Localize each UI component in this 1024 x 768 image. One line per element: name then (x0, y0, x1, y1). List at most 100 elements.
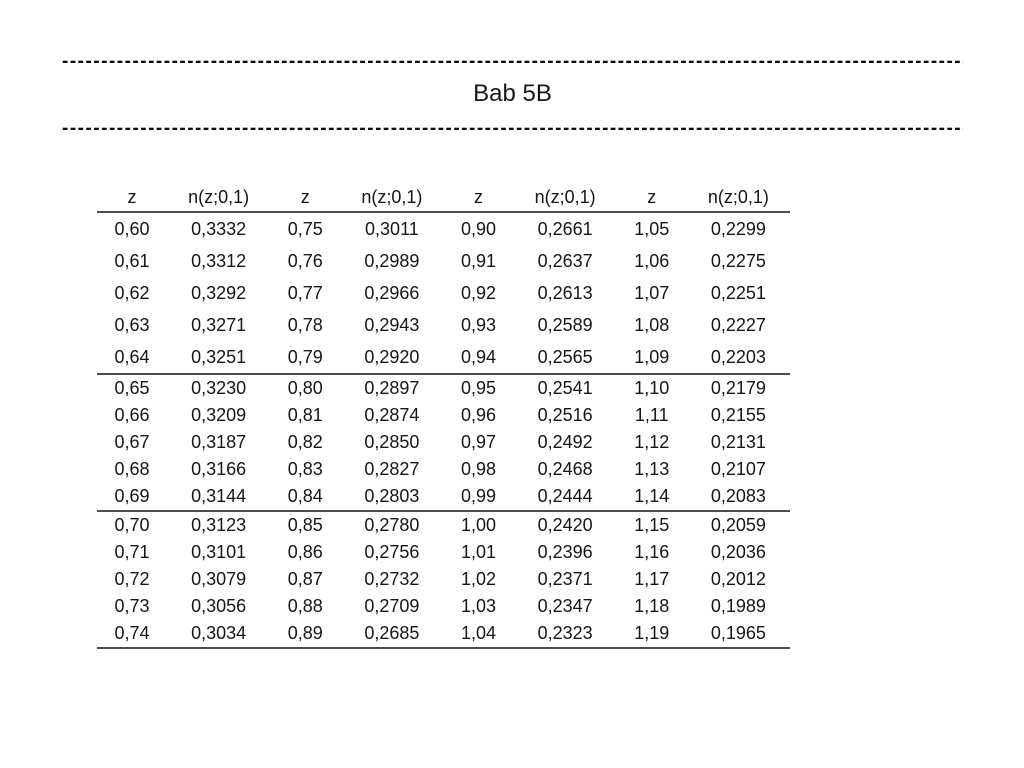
table-header: z n(z;0,1) z n(z;0,1) z n(z;0,1) z n(z;0,1) (97, 183, 790, 212)
density-cell: 0,3101 (191, 542, 247, 562)
z-cell: 0,85 (287, 515, 323, 535)
z-cell: 0,64 (114, 346, 150, 367)
density-cell: 0,2323 (537, 623, 593, 643)
table-row: 0,63 0,3271 0,78 0,2943 0,93 0,2589 1,08 0,2227 (97, 309, 790, 341)
density-cell: 0,2036 (710, 542, 766, 562)
z-cell: 1,19 (634, 623, 670, 643)
z-cell: 0,95 (460, 378, 497, 398)
z-cell: 1,14 (634, 486, 670, 506)
density-cell: 0,3332 (191, 218, 247, 239)
z-cell: 0,66 (114, 405, 150, 425)
table-row: 0,72 0,3079 0,87 0,2732 1,02 0,2371 1,17 0,2012 (97, 566, 790, 593)
z-column-header: z (127, 186, 137, 207)
density-cell: 0,3166 (191, 459, 247, 479)
normal-density-table: z n(z;0,1) z n(z;0,1) z n(z;0,1) z n(z;0,1) 0,6… (97, 183, 790, 649)
table-group-3: 0,70 0,3123 0,85 0,2780 1,00 0,2420 1,15 0,2059… (97, 511, 790, 648)
table-row: 0,71 0,3101 0,86 0,2756 1,01 0,2396 1,16 0,2036 (97, 539, 790, 566)
density-cell: 0,3312 (191, 250, 247, 271)
density-cell: 0,3187 (191, 432, 247, 452)
z-cell: 0,90 (460, 218, 497, 239)
density-cell: 0,2444 (537, 486, 593, 506)
dashed-divider-bottom: ----------------------------------------… (62, 119, 963, 139)
density-cell: 0,1989 (710, 596, 766, 616)
density-cell: 0,2227 (710, 314, 766, 335)
z-cell: 0,94 (460, 346, 497, 367)
dashed-divider-top: ----------------------------------------… (62, 52, 963, 72)
density-cell: 0,3079 (191, 569, 247, 589)
z-cell: 1,09 (634, 346, 670, 367)
density-cell: 0,2709 (364, 596, 420, 616)
density-cell: 0,2083 (710, 486, 766, 506)
z-cell: 1,17 (634, 569, 670, 589)
density-cell: 0,2565 (537, 346, 593, 367)
z-cell: 1,03 (460, 596, 497, 616)
z-cell: 0,98 (460, 459, 497, 479)
z-cell: 0,61 (114, 250, 150, 271)
density-cell: 0,2347 (537, 596, 593, 616)
table-row: 0,69 0,3144 0,84 0,2803 0,99 0,2444 1,14 0,2083 (97, 483, 790, 511)
z-cell: 0,92 (460, 282, 497, 303)
density-cell: 0,2803 (364, 486, 420, 506)
z-cell: 0,67 (114, 432, 150, 452)
z-cell: 1,06 (634, 250, 670, 271)
z-cell: 0,70 (114, 515, 150, 535)
density-cell: 0,2420 (537, 515, 593, 535)
z-cell: 0,77 (287, 282, 323, 303)
z-cell: 0,69 (114, 486, 150, 506)
density-cell: 0,3271 (191, 314, 247, 335)
z-cell: 1,04 (460, 623, 497, 643)
density-cell: 0,2516 (537, 405, 593, 425)
z-cell: 0,81 (287, 405, 323, 425)
density-cell: 0,3034 (191, 623, 247, 643)
z-cell: 1,16 (634, 542, 670, 562)
z-cell: 0,72 (114, 569, 150, 589)
z-cell: 0,99 (460, 486, 497, 506)
z-cell: 1,13 (634, 459, 670, 479)
z-cell: 0,93 (460, 314, 497, 335)
table-row: 0,62 0,3292 0,77 0,2966 0,92 0,2613 1,07 0,2251 (97, 277, 790, 309)
density-cell: 0,3056 (191, 596, 247, 616)
z-cell: 1,18 (634, 596, 670, 616)
z-cell: 0,63 (114, 314, 150, 335)
density-cell: 0,3251 (191, 346, 247, 367)
density-cell: 0,2107 (710, 459, 766, 479)
density-cell: 0,2299 (710, 218, 766, 239)
z-cell: 1,12 (634, 432, 670, 452)
density-cell: 0,2371 (537, 569, 593, 589)
density-cell: 0,2780 (364, 515, 420, 535)
z-column-header: z (300, 186, 310, 207)
z-cell: 0,87 (287, 569, 323, 589)
table-row: 0,70 0,3123 0,85 0,2780 1,00 0,2420 1,15 0,2059 (97, 511, 790, 539)
table-row: 0,65 0,3230 0,80 0,2897 0,95 0,2541 1,10 0,2179 (97, 374, 790, 402)
density-cell: 0,2874 (364, 405, 420, 425)
z-column-header: z (474, 186, 484, 207)
density-cell: 0,3292 (191, 282, 247, 303)
density-cell: 0,2685 (364, 623, 420, 643)
density-column-header: n(z;0,1) (361, 186, 423, 207)
z-cell: 1,08 (634, 314, 670, 335)
density-cell: 0,2756 (364, 542, 420, 562)
z-cell: 0,89 (287, 623, 323, 643)
z-cell: 0,96 (460, 405, 497, 425)
density-cell: 0,2661 (537, 218, 593, 239)
table-header-row: z n(z;0,1) z n(z;0,1) z n(z;0,1) z n(z;0,1) (97, 183, 790, 212)
table-row: 0,74 0,3034 0,89 0,2685 1,04 0,2323 1,19 0,1965 (97, 620, 790, 648)
z-cell: 0,82 (287, 432, 323, 452)
density-cell: 0,3230 (191, 378, 247, 398)
table-row: 0,67 0,3187 0,82 0,2850 0,97 0,2492 1,12 0,2131 (97, 429, 790, 456)
table-row: 0,60 0,3332 0,75 0,3011 0,90 0,2661 1,05 0,2299 (97, 212, 790, 245)
z-cell: 0,97 (460, 432, 497, 452)
page-title: Bab 5B (473, 80, 552, 107)
density-column-header: n(z;0,1) (188, 186, 250, 207)
z-cell: 0,73 (114, 596, 150, 616)
table-group-2: 0,65 0,3230 0,80 0,2897 0,95 0,2541 1,10 0,2179… (97, 374, 790, 511)
density-cell: 0,2179 (710, 378, 766, 398)
table-row: 0,73 0,3056 0,88 0,2709 1,03 0,2347 1,18 0,1989 (97, 593, 790, 620)
density-cell: 0,3011 (365, 218, 419, 239)
z-cell: 0,78 (287, 314, 323, 335)
density-cell: 0,2396 (537, 542, 593, 562)
density-column-header: n(z;0,1) (534, 186, 596, 207)
z-cell: 0,88 (287, 596, 323, 616)
z-cell: 0,79 (287, 346, 323, 367)
